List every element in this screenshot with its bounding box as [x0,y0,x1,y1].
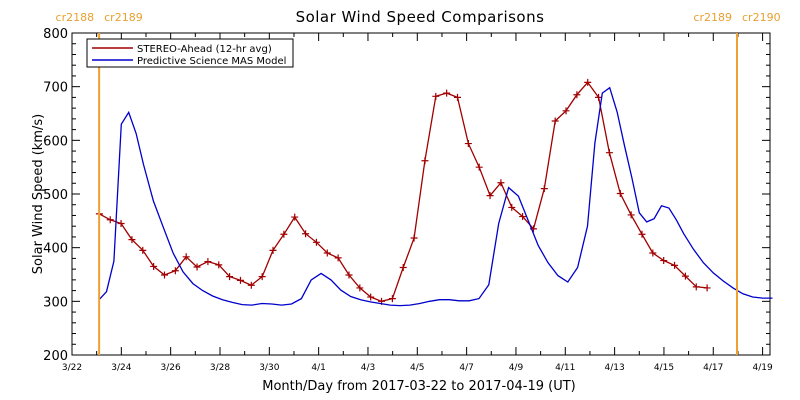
data-point [150,262,158,270]
data-point [660,257,668,265]
x-tick-label: 3/30 [259,363,279,373]
data-point [616,189,624,197]
carrington-rotation-markers: cr2188 cr2189 cr2189 cr2190 [56,11,781,355]
y-tick-label: 800 [43,27,68,42]
data-point [302,230,310,238]
x-tick-label: 4/3 [361,363,375,373]
series-lines [95,78,773,307]
cr-label-right: cr2189 [104,11,143,24]
data-point [508,203,516,211]
x-tick-label: 4/1 [311,363,325,373]
cr-label-left: cr2188 [56,11,95,24]
data-point [410,234,418,242]
data-point [280,230,288,238]
data-point [464,140,472,148]
series-line-2 [98,86,773,307]
data-point [595,93,603,101]
y-tick-label: 300 [43,295,68,310]
data-point [139,246,147,254]
data-point [226,273,234,281]
y-tick-label: 200 [43,349,68,364]
data-point [605,149,613,157]
data-point [519,213,527,221]
data-point [454,93,462,101]
x-tick-label: 4/19 [752,363,772,373]
data-point [671,261,679,269]
data-point [497,179,505,187]
data-point [551,117,559,125]
data-point [247,281,255,289]
data-point [703,284,711,292]
plot-frame [71,32,771,356]
x-tick-label: 3/22 [62,363,82,373]
data-point [171,267,179,275]
x-tick-label: 4/15 [654,363,674,373]
x-tick-label: 3/26 [161,363,181,373]
data-point [475,163,483,171]
data-point [627,211,635,219]
cr-label-right: cr2190 [742,11,781,24]
legend-box [86,38,294,68]
data-point [443,89,451,97]
data-point [312,238,320,246]
data-point [367,293,375,301]
x-tick-label: 4/11 [555,363,575,373]
data-point [258,273,266,281]
x-tick-label: 4/13 [605,363,625,373]
data-point [323,249,331,257]
x-axis-label: Month/Day from 2017-03-22 to 2017-04-19 … [262,379,575,394]
y-tick-label: 600 [43,134,68,149]
data-point [421,157,429,165]
y-axis-label: Solar Wind Speed (km/s) [31,114,46,274]
data-point [236,276,244,284]
data-point [681,272,689,280]
data-point [432,92,440,100]
data-point [106,216,114,224]
data-point [182,253,190,261]
data-point [215,261,223,269]
x-tick-label: 4/9 [509,363,524,373]
data-point [128,236,136,244]
data-point [388,295,396,303]
data-point [399,264,407,272]
x-tick-label: 4/7 [459,363,473,373]
data-point [584,78,592,86]
data-point [649,249,657,257]
data-point [356,284,364,292]
data-point [692,283,700,291]
data-point [345,271,353,279]
data-point [291,213,299,221]
x-tick-label: 3/28 [210,363,230,373]
data-point [193,263,201,271]
data-point [540,185,548,193]
data-point [269,246,277,254]
data-point [117,220,125,228]
y-tick-label: 700 [43,81,68,96]
legend: STEREO-Ahead (12-hr avg)Predictive Scien… [86,38,294,68]
data-point [562,107,570,115]
x-tick-label: 4/5 [410,363,424,373]
data-point [486,192,494,200]
legend-label: Predictive Science MAS Model [137,56,286,67]
cr-label-left: cr2189 [693,11,732,24]
data-point [573,91,581,99]
y-tick-label: 400 [43,242,68,257]
data-point [334,254,342,262]
data-point [204,258,212,266]
x-tick-label: 4/17 [703,363,723,373]
data-point [160,271,168,279]
x-tick-label: 3/24 [111,363,131,373]
y-tick-label: 500 [43,188,68,203]
chart-title: Solar Wind Speed Comparisons [296,8,545,26]
data-point [638,230,646,238]
legend-label: STEREO-Ahead (12-hr avg) [137,44,272,55]
